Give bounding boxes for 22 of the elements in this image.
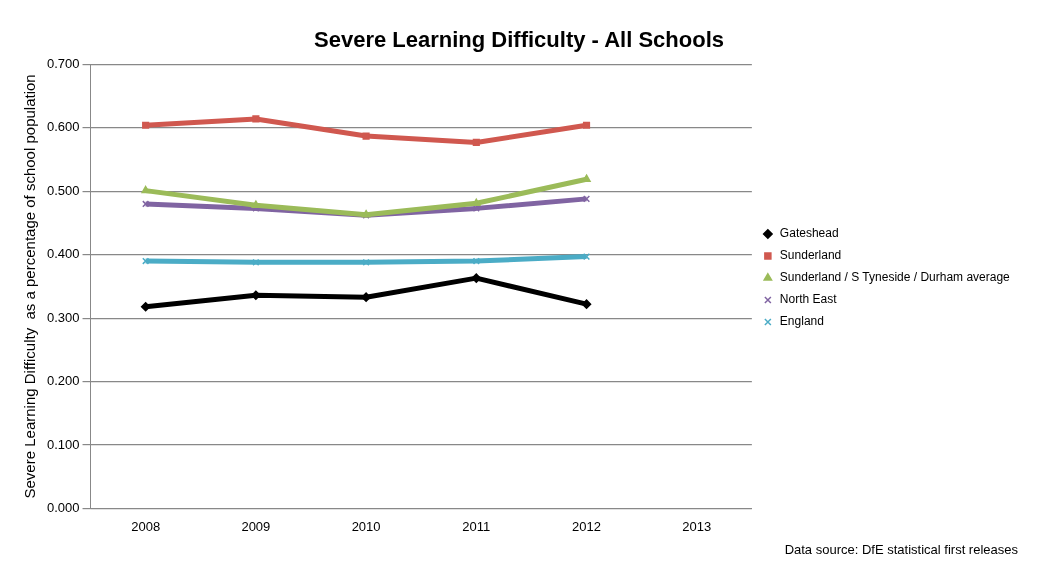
- x-tick-label: 2011: [462, 518, 491, 534]
- x-tick-label: 2012: [572, 518, 601, 534]
- y-tick-label: 0.400: [46, 246, 80, 262]
- x-tick-label: 2009: [241, 518, 271, 534]
- legend-label: North East: [779, 292, 838, 307]
- legend-label: Sunderland: [779, 248, 842, 263]
- y-tick-label: 0.300: [46, 309, 80, 325]
- y-axis-title: Severe Learning Difficulty as a percentage of school population: [21, 74, 39, 499]
- chart-title: Severe Learning Difficulty - All Schools: [314, 27, 724, 53]
- legend-label: Gateshead: [779, 226, 839, 241]
- x-tick-label: 2013: [682, 518, 712, 534]
- x-tick-label: 2010: [351, 518, 381, 534]
- legend-label: England: [779, 314, 824, 329]
- y-tick-label: 0.200: [46, 373, 80, 389]
- y-tick-label: 0.100: [46, 436, 80, 452]
- y-tick-label: 0.700: [46, 55, 80, 71]
- legend-label: Sunderland / S Tyneside / Durham average: [779, 270, 1011, 285]
- source-note: Data source: DfE statistical first releases: [784, 542, 1019, 557]
- y-tick-label: 0.500: [46, 182, 80, 198]
- y-tick-label: 0.000: [46, 499, 80, 515]
- x-tick-label: 2008: [131, 518, 161, 534]
- y-tick-label: 0.600: [46, 119, 80, 135]
